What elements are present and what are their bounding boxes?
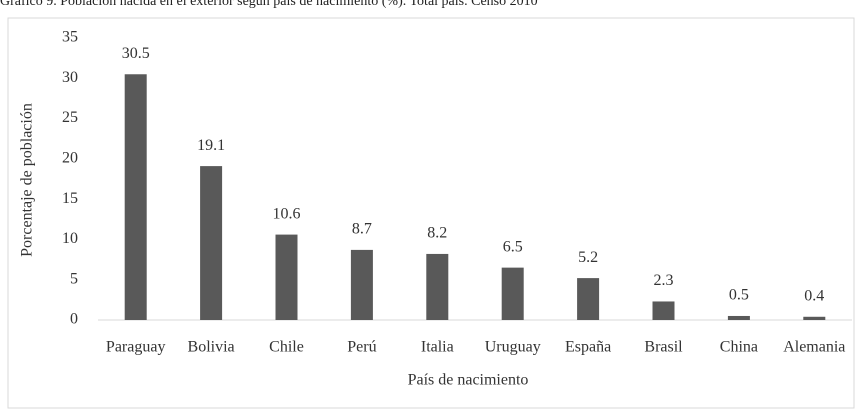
- value-label: 30.5: [122, 45, 150, 62]
- x-tick-label: Brasil: [644, 339, 683, 356]
- bar: [501, 267, 524, 320]
- y-axis-label: Porcentaje de población: [19, 103, 36, 257]
- bar: [652, 301, 675, 320]
- x-tick-label: Chile: [269, 339, 304, 356]
- bar: [275, 234, 298, 320]
- x-tick-label: Italia: [421, 339, 454, 356]
- bar: [124, 74, 147, 320]
- y-tick-label: 30: [62, 69, 78, 86]
- chart-title: Gráfico 9. Población nacida en el exteri…: [0, 0, 538, 9]
- y-tick-label: 25: [62, 109, 78, 126]
- value-label: 5.2: [578, 249, 598, 266]
- bar: [350, 249, 373, 320]
- y-tick-label: 0: [70, 311, 78, 328]
- y-tick-label: 5: [70, 270, 78, 287]
- value-label: 19.1: [197, 137, 225, 154]
- value-label: 8.7: [352, 221, 372, 238]
- bar: [727, 315, 750, 320]
- bar: [577, 278, 600, 320]
- bar: [426, 253, 449, 320]
- x-tick-label: Uruguay: [485, 339, 541, 356]
- x-axis-label: País de nacimiento: [408, 372, 529, 389]
- value-label: 0.4: [804, 287, 824, 304]
- x-tick-label: Paraguay: [106, 339, 166, 356]
- value-label: 2.3: [654, 272, 674, 289]
- x-tick-label: Bolivia: [188, 339, 235, 356]
- y-tick-label: 10: [62, 230, 78, 247]
- chart-frame: [7, 17, 855, 409]
- value-label: 8.2: [427, 225, 447, 242]
- y-tick-label: 35: [62, 29, 78, 46]
- value-label: 6.5: [503, 238, 523, 255]
- x-tick-label: Alemania: [783, 339, 845, 356]
- bar: [803, 316, 826, 320]
- bar: [200, 166, 223, 320]
- y-tick-label: 20: [62, 150, 78, 167]
- x-tick-label: China: [720, 339, 758, 356]
- value-label: 10.6: [273, 205, 301, 222]
- value-label: 0.5: [729, 287, 749, 304]
- x-tick-label: Perú: [347, 339, 376, 356]
- y-tick-label: 15: [62, 190, 78, 207]
- x-tick-label: España: [565, 339, 611, 356]
